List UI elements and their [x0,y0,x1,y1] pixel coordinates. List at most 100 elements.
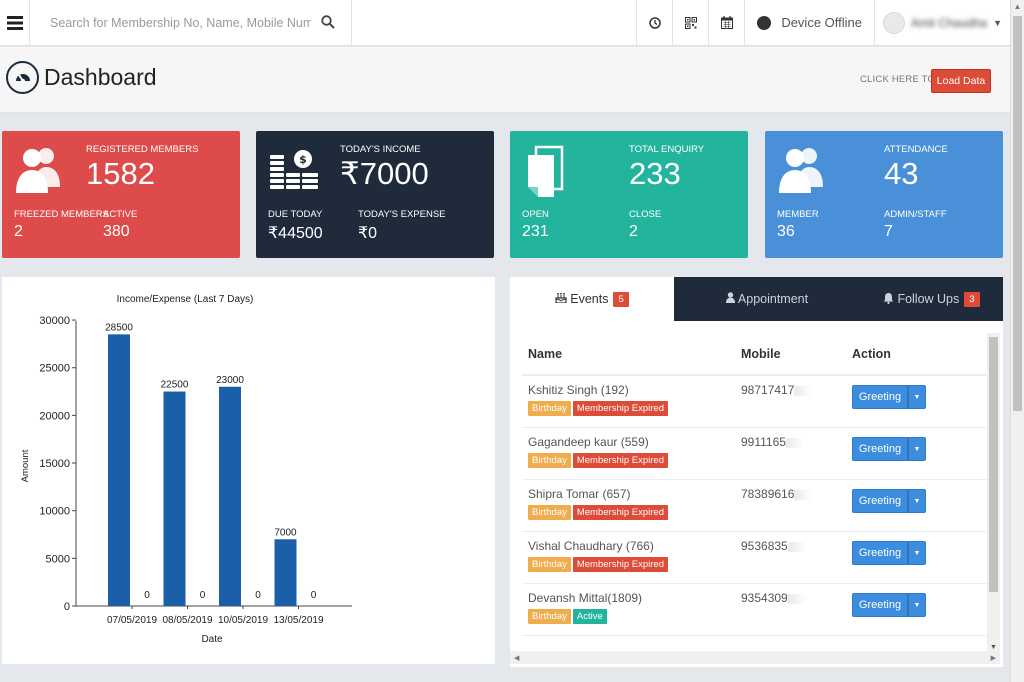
member-cell: Shipra Tomar (657) Birthday Membership Ex… [522,487,741,531]
status-tags: Birthday Membership Expired [528,557,741,572]
tag-birthday: Birthday [528,557,571,572]
greeting-dropdown-caret-icon[interactable]: ▼ [908,593,926,617]
search-input[interactable] [30,0,351,46]
card-sub2-value: 2 [629,223,638,240]
status-dot-icon [757,15,772,30]
search-box [30,0,352,46]
card-main-label: TOTAL ENQUIRY [629,144,705,155]
search-icon[interactable] [321,14,335,29]
greeting-button-group: Greeting ▼ [852,541,972,565]
calendar-button[interactable] [708,0,744,46]
bar-value-label: 7000 [274,527,297,538]
tag-membership-expired: Membership Expired [572,505,668,520]
qr-code-button[interactable] [672,0,708,46]
page-header: Dashboard CLICK HERE TO Load Data [0,47,1010,113]
member-cell: Vishal Chaudhary (766) Birthday Membershi… [522,539,741,583]
member-name[interactable]: Gagandeep kaur (559) [528,435,649,449]
bar-value-label: 0 [311,590,317,601]
device-status[interactable]: Device Offline [744,0,874,46]
clock-button[interactable] [636,0,672,46]
scrollbar-thumb[interactable] [1013,16,1022,411]
member-cell: Gagandeep kaur (559) Birthday Membership … [522,435,741,479]
user-menu[interactable]: Amit Chaudhary ▼ [874,0,1010,46]
tag-membership-expired: Membership Expired [572,557,668,572]
greeting-button[interactable]: Greeting [852,437,908,461]
users-icon [779,148,823,193]
follow-ups-count-badge: 3 [964,291,980,307]
member-name[interactable]: Vishal Chaudhary (766) [528,539,654,553]
greeting-button[interactable]: Greeting [852,541,908,565]
status-tags: Birthday Active [528,609,741,624]
scroll-up-icon[interactable]: ▲ [1013,2,1022,11]
card-sub2-value: 7 [884,223,893,240]
total-enquiry-card[interactable]: TOTAL ENQUIRY 233 OPEN 231 CLOSE 2 [510,131,748,258]
page-scrollbar[interactable]: ▲ [1010,0,1024,682]
scroll-right-icon[interactable]: ▶ [990,654,996,662]
money-icon: $ [270,150,318,189]
x-tick-label: 07/05/2019 [107,615,157,626]
tab-label: Events [570,292,609,306]
tab-follow-ups[interactable]: Follow Ups 3 [860,277,1003,321]
chart-bar [108,334,130,606]
scroll-down-icon[interactable]: ▼ [990,644,997,651]
card-sub1-value: 36 [777,223,795,240]
y-axis-label: Amount [20,449,31,482]
tab-events[interactable]: Events 5 [510,277,674,321]
action-cell: Greeting ▼ [852,383,972,427]
bar-value-label: 23000 [216,375,244,386]
files-icon [528,145,564,197]
events-table-horizontal-scrollbar[interactable]: ◀ ▶ [510,651,1000,664]
events-tabs: Events 5 Appointment Follow Ups 3 [510,277,1003,321]
greeting-dropdown-caret-icon[interactable]: ▼ [908,541,926,565]
action-cell: Greeting ▼ [852,539,972,583]
member-name[interactable]: Kshitiz Singh (192) [528,383,629,397]
x-tick-label: 13/05/2019 [273,615,323,626]
card-main-label: TODAY'S INCOME [340,144,421,155]
table-row: Shipra Tomar (657) Birthday Membership Ex… [522,480,987,532]
attendance-card[interactable]: ATTENDANCE 43 MEMBER 36 ADMIN/STAFF 7 [765,131,1003,258]
tag-membership-expired: Membership Expired [572,401,668,416]
hamburger-icon [6,15,23,30]
member-name[interactable]: Devansh Mittal(1809) [528,591,643,605]
greeting-dropdown-caret-icon[interactable]: ▼ [908,489,926,513]
events-table-scrollbar[interactable]: ▼ [987,333,1000,651]
registered-members-card[interactable]: REGISTERED MEMBERS 1582 FREEZED MEMBERS … [2,131,240,258]
card-sub2-label: ACTIVE [103,209,138,220]
user-name: Amit Chaudhary [911,15,988,30]
income-expense-chart: Income/Expense (Last 7 Days) 0 5000 10000 15… [20,294,352,645]
income-expense-chart-panel: Income/Expense (Last 7 Days) 0 5000 10000 15… [2,277,495,664]
greeting-button[interactable]: Greeting [852,385,908,409]
card-main-value: ₹7000 [340,156,429,191]
card-sub1-value: 231 [522,223,549,240]
status-tags: Birthday Membership Expired [528,505,741,520]
card-main-value: 1582 [86,156,155,191]
device-status-label: Device Offline [781,15,862,30]
card-main-label: ATTENDANCE [884,144,948,155]
bell-icon [883,292,894,307]
card-sub2-label: CLOSE [629,209,662,220]
mobile-number: 9911165 [741,435,786,449]
greeting-button[interactable]: Greeting [852,593,908,617]
todays-income-card[interactable]: $ TODAY'S INCOME ₹7000 DUE TODAY ₹44500 … [256,131,494,258]
card-sub2-value: ₹0 [358,225,378,242]
tab-appointment[interactable]: Appointment [674,277,860,321]
scroll-left-icon[interactable]: ◀ [514,654,520,662]
member-cell: Devansh Mittal(1809) Birthday Active [522,591,741,635]
member-name[interactable]: Shipra Tomar (657) [528,487,631,501]
caret-down-icon: ▼ [993,17,1002,28]
greeting-dropdown-caret-icon[interactable]: ▼ [908,385,926,409]
greeting-button[interactable]: Greeting [852,489,908,513]
mobile-cell: 9536835 [741,539,852,583]
menu-toggle-button[interactable] [0,0,30,46]
top-navbar: Device Offline Amit Chaudhary ▼ [0,0,1010,46]
greeting-dropdown-caret-icon[interactable]: ▼ [908,437,926,461]
mobile-cell: 9911165 [741,435,852,479]
action-cell: Greeting ▼ [852,487,972,531]
greeting-button-group: Greeting ▼ [852,385,972,409]
x-tick-label: 08/05/2019 [162,615,212,626]
load-data-button[interactable]: Load Data [931,69,991,93]
scrollbar-thumb[interactable] [989,337,998,592]
mobile-number: 78389616 [741,487,795,501]
chart-bar [274,539,297,606]
y-tick-label: 10000 [39,506,70,518]
